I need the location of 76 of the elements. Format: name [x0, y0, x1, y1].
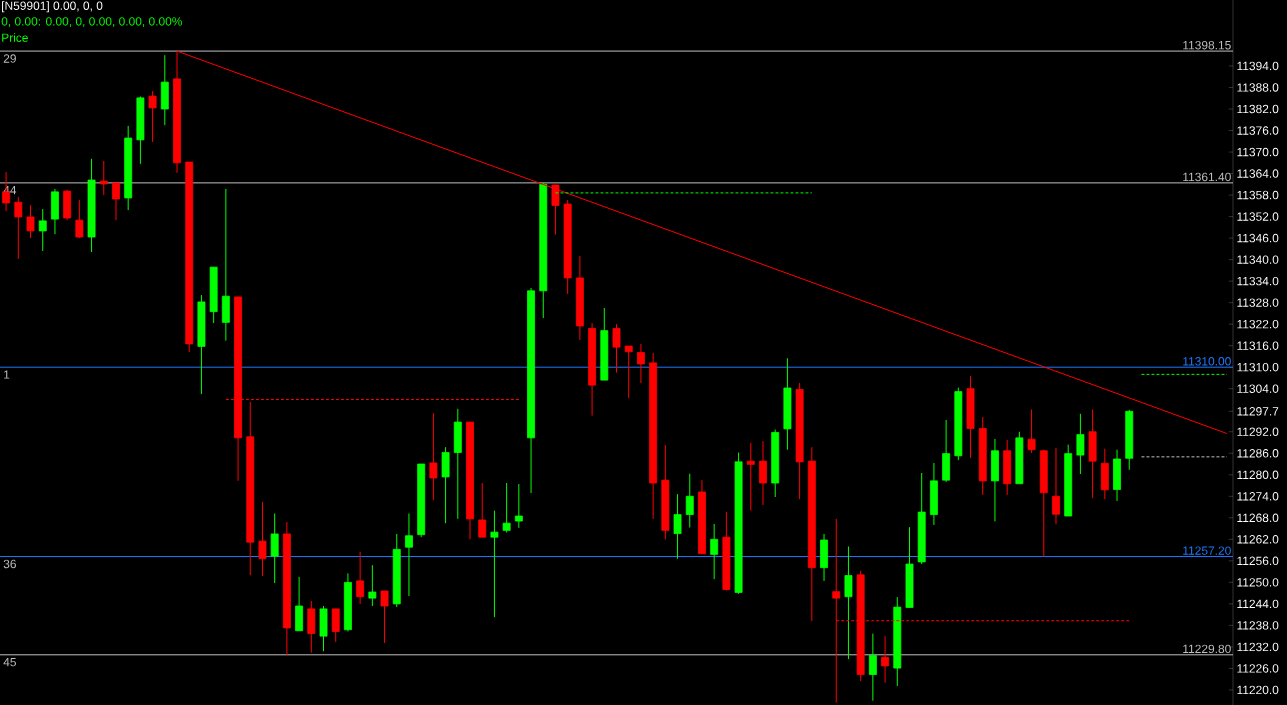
- y-tick-label: 11232.0: [1237, 642, 1279, 652]
- candlestick: [636, 343, 645, 384]
- annotation: 45: [3, 658, 16, 667]
- y-tick-label: 11316.0: [1237, 341, 1279, 350]
- y-tick-label: 11244.0: [1237, 599, 1279, 609]
- y-tick-label: 11334.0: [1237, 276, 1279, 286]
- candlestick: [612, 323, 621, 374]
- candlestick: [258, 501, 267, 577]
- y-tick-label: 11376.0: [1237, 126, 1279, 135]
- candlestick: [551, 184, 560, 236]
- text: 0, 0.00: 0.00, 0, 0.00, 0.00, 0.00%: [1, 17, 182, 28]
- candlestick: [112, 182, 120, 221]
- y-tick-label: 11268.0: [1237, 513, 1279, 523]
- ref-line-label: 11310.00: [1183, 357, 1231, 366]
- candlestick: [710, 523, 719, 580]
- y-tick-label: 11238.0: [1237, 621, 1279, 630]
- y-tick-label: 11297.7: [1237, 407, 1279, 416]
- y-tick-label: 11346.0: [1237, 233, 1279, 243]
- candlestick: [1076, 413, 1085, 475]
- candlestick: [868, 633, 877, 702]
- candlestick: [405, 513, 413, 597]
- y-tick-label: 11352.0: [1237, 212, 1279, 221]
- candlestick: [624, 345, 633, 399]
- candlestick: [356, 551, 365, 605]
- candlestick: [14, 196, 23, 260]
- y-tick-label: 11280.0: [1237, 470, 1279, 479]
- ref-line-label: 11398.15: [1183, 40, 1231, 50]
- y-tick-label: 11226.0: [1237, 664, 1279, 673]
- y-tick-label: 11292.0: [1237, 427, 1279, 436]
- y-tick-label: 11322.0: [1237, 319, 1279, 329]
- candlestick: [844, 546, 853, 660]
- candlestick: [685, 473, 694, 528]
- candlestick: [38, 208, 47, 252]
- y-tick-label: 11364.0: [1237, 169, 1279, 178]
- y-tick-label: 11304.0: [1237, 384, 1279, 393]
- y-tick-label: 11370.0: [1237, 147, 1279, 157]
- annotation: Price: [2, 33, 28, 42]
- candlestick: [26, 204, 35, 239]
- candlestick: [478, 482, 487, 538]
- candlestick: [148, 90, 157, 143]
- candlestick: [502, 482, 511, 534]
- candlestick: [99, 160, 108, 196]
- y-tick-label: 11262.0: [1237, 535, 1279, 544]
- y-tick-label: 11256.0: [1237, 556, 1279, 566]
- y-tick-label: 11274.0: [1237, 492, 1279, 501]
- candlestick: [331, 608, 340, 643]
- candlestick: [1027, 409, 1036, 454]
- annotation: 36: [3, 559, 16, 569]
- candlestick: [746, 442, 755, 512]
- y-tick-label: 11286.0: [1237, 449, 1279, 458]
- ref-line-label: 11229.80: [1183, 644, 1231, 654]
- chart-title: [N59901] 0.00, 0, 0: [2, 1, 103, 13]
- candlestick: [75, 199, 84, 239]
- ref-line-label: 11257.20: [1183, 546, 1231, 555]
- candlestick: [881, 635, 890, 684]
- y-tick-label: 11340.0: [1237, 255, 1279, 264]
- annotation: 29: [3, 54, 16, 63]
- y-tick-label: 11394.0: [1237, 61, 1279, 71]
- y-tick-label: 11358.0: [1237, 190, 1279, 200]
- y-tick-label: 11388.0: [1237, 83, 1279, 92]
- ref-line-label: 11361.40: [1183, 172, 1231, 182]
- y-tick-label: 11328.0: [1237, 298, 1279, 307]
- y-tick-label: 11220.0: [1237, 685, 1279, 695]
- candlestick: [429, 412, 438, 501]
- candlestick: [490, 510, 499, 618]
- candlestick: [380, 590, 389, 644]
- candlestick: [514, 483, 523, 529]
- candlestick: [368, 564, 377, 607]
- y-tick-label: 11250.0: [1237, 578, 1279, 587]
- candlestick: [673, 493, 682, 560]
- candlestick: [270, 513, 279, 584]
- annotation: 1: [4, 370, 10, 379]
- y-tick-label: 11310.0: [1237, 362, 1279, 372]
- candlestick: [1052, 447, 1060, 525]
- y-tick-label: 11382.0: [1237, 104, 1279, 114]
- candlestick: [759, 440, 767, 506]
